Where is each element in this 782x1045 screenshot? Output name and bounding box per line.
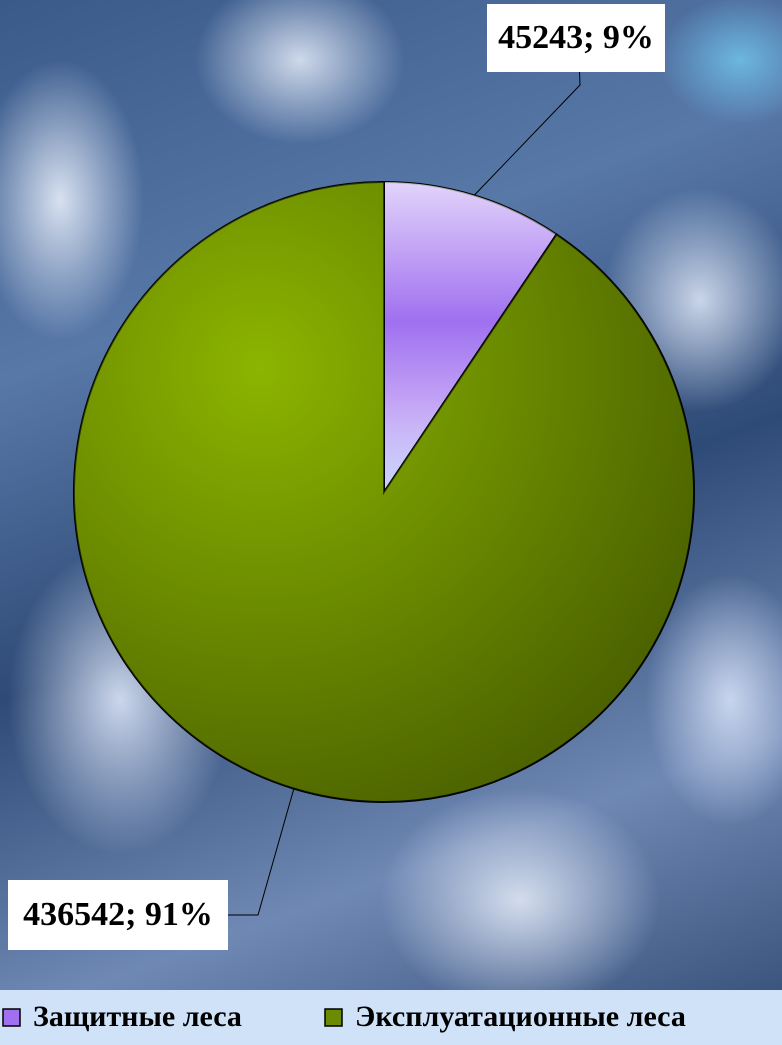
leader-line	[474, 72, 580, 195]
legend-swatch	[325, 1009, 342, 1026]
page: {"chart_data": {"type": "pie", "categori…	[0, 0, 782, 1045]
leader-line	[228, 789, 294, 915]
chart: 45243; 9% 436542; 91% Защитные леса Эксплуа…	[0, 0, 782, 1045]
legend-label: Защитные леса	[33, 1000, 242, 1033]
legend-swatch	[3, 1009, 20, 1026]
data-label: 436542; 91%	[23, 896, 213, 933]
slice-shading	[74, 182, 694, 802]
legend-label: Эксплуатационные леса	[355, 1000, 686, 1033]
data-label: 45243; 9%	[498, 19, 654, 56]
